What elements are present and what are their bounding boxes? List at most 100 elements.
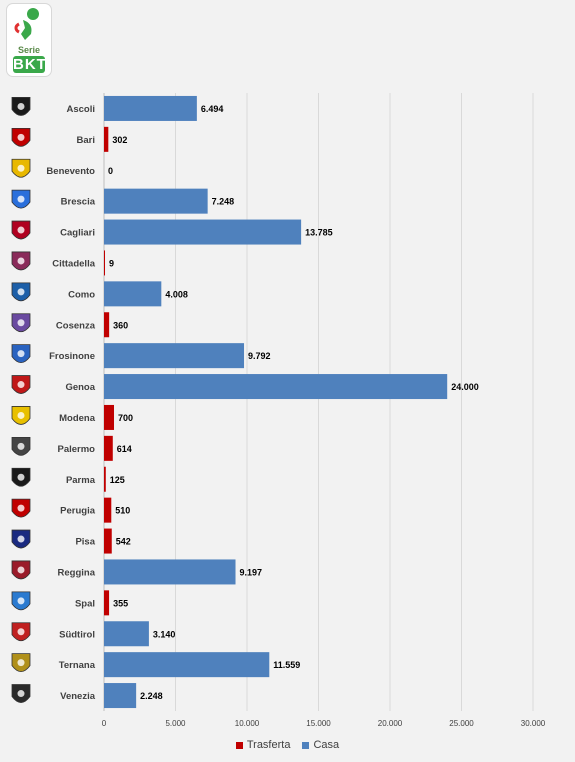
team-crest-icon (11, 97, 31, 116)
team-crest-icon (11, 189, 31, 209)
category-label: Venezia (60, 691, 96, 702)
team-crest-emblem (17, 319, 25, 327)
legend-item: Casa (302, 739, 339, 751)
team-crest-icon (11, 529, 31, 549)
team-crest-icon (11, 313, 31, 333)
team-crests (11, 97, 31, 703)
team-crest-icon (11, 498, 31, 518)
team-crest-icon (11, 467, 31, 487)
category-label: Como (68, 289, 95, 300)
team-crest-icon (11, 375, 31, 394)
x-tick-label: 15.000 (306, 719, 331, 728)
team-crest-emblem (17, 226, 25, 234)
team-crest-emblem (17, 102, 25, 110)
team-crest-emblem (17, 504, 25, 512)
x-tick-label: 10.000 (235, 719, 260, 728)
data-label: 3.140 (153, 629, 176, 639)
ball-player-icon (14, 8, 39, 40)
data-label: 355 (113, 598, 128, 608)
logo-serie-text: Serie (17, 45, 41, 55)
data-label: 9 (109, 258, 114, 268)
data-label: 9.792 (248, 351, 271, 361)
bar-trasferta (104, 528, 112, 554)
bar-casa (104, 652, 270, 678)
team-crest-emblem (17, 473, 25, 481)
x-tick-label: 30.000 (521, 719, 546, 728)
category-label: Ascoli (66, 104, 95, 115)
team-crest-icon (11, 684, 31, 703)
x-tick-label: 5.000 (165, 719, 186, 728)
category-label: Brescia (61, 197, 96, 208)
bar-casa (104, 95, 197, 121)
team-crest-icon (11, 251, 31, 271)
category-label: Südtirol (59, 629, 95, 640)
team-crest-emblem (17, 257, 25, 265)
bar-trasferta (104, 497, 112, 523)
category-label: Frosinone (49, 351, 95, 362)
category-label: Modena (59, 413, 96, 424)
bar-casa (104, 683, 137, 709)
team-crest-emblem (17, 133, 25, 141)
category-label: Cagliari (60, 228, 95, 239)
category-label: Spal (75, 598, 95, 609)
team-crest-icon (11, 158, 31, 178)
data-label: 360 (113, 320, 128, 330)
data-label: 11.559 (273, 660, 300, 670)
category-label: Bari (77, 135, 95, 146)
team-crest-emblem (17, 628, 25, 636)
team-crest-icon (11, 406, 31, 425)
serie-bkt-logo: Serie BKT (6, 3, 52, 77)
bar-casa (104, 374, 448, 400)
team-crest-emblem (17, 350, 25, 358)
data-label: 0 (108, 166, 113, 176)
category-label: Pisa (75, 537, 95, 548)
category-label: Palermo (58, 444, 96, 455)
team-crest-emblem (17, 659, 25, 667)
legend-label: Trasferta (246, 739, 291, 751)
gridlines (175, 93, 534, 711)
team-crest-emblem (17, 566, 25, 574)
data-label: 542 (116, 537, 131, 547)
attendance-bar-chart: 0 5.000 10.000 15.000 20.000 25.000 30.000 Asc… (11, 93, 546, 728)
team-crest-emblem (17, 164, 25, 172)
team-crest-emblem (17, 597, 25, 605)
category-label: Cosenza (56, 320, 96, 331)
bar-casa (104, 219, 302, 245)
bar-trasferta (104, 435, 113, 461)
bar-trasferta (104, 250, 105, 276)
data-label: 614 (117, 444, 132, 454)
team-crest-icon (11, 622, 31, 642)
logo-bkt-text: BKT (13, 56, 47, 73)
category-label: Reggina (58, 567, 96, 578)
data-label: 24.000 (451, 382, 479, 392)
bar-trasferta (104, 590, 110, 616)
x-tick-label: 20.000 (378, 719, 403, 728)
legend: Trasferta Casa (0, 739, 575, 752)
team-crest-icon (11, 560, 31, 580)
bar-casa (104, 559, 236, 585)
bar-trasferta (104, 312, 110, 338)
team-crest-emblem (17, 288, 25, 296)
bar-trasferta (104, 466, 106, 492)
team-crest-icon (11, 127, 31, 147)
data-label: 302 (112, 135, 127, 145)
category-label: Ternana (59, 660, 96, 671)
x-tick-label: 25.000 (449, 719, 474, 728)
category-label: Perugia (60, 506, 96, 517)
data-label: 4.008 (165, 289, 188, 299)
legend-item: Trasferta (235, 739, 291, 751)
category-label: Benevento (46, 166, 95, 177)
team-crest-emblem (17, 195, 25, 203)
labels: Ascoli 6.494 Bari 302 Benevento 0 Brescia 7.248… (46, 104, 478, 702)
data-label: 510 (115, 506, 130, 516)
team-crest-icon (11, 282, 31, 302)
team-crest-emblem (17, 411, 25, 419)
legend-swatch (302, 741, 310, 749)
team-crest-icon (11, 591, 31, 611)
data-label: 700 (118, 413, 133, 423)
legend-label: Casa (313, 739, 340, 751)
data-label: 7.248 (212, 197, 235, 207)
team-crest-icon (11, 653, 31, 673)
x-tick-label: 0 (102, 719, 107, 728)
data-label: 2.248 (140, 691, 163, 701)
